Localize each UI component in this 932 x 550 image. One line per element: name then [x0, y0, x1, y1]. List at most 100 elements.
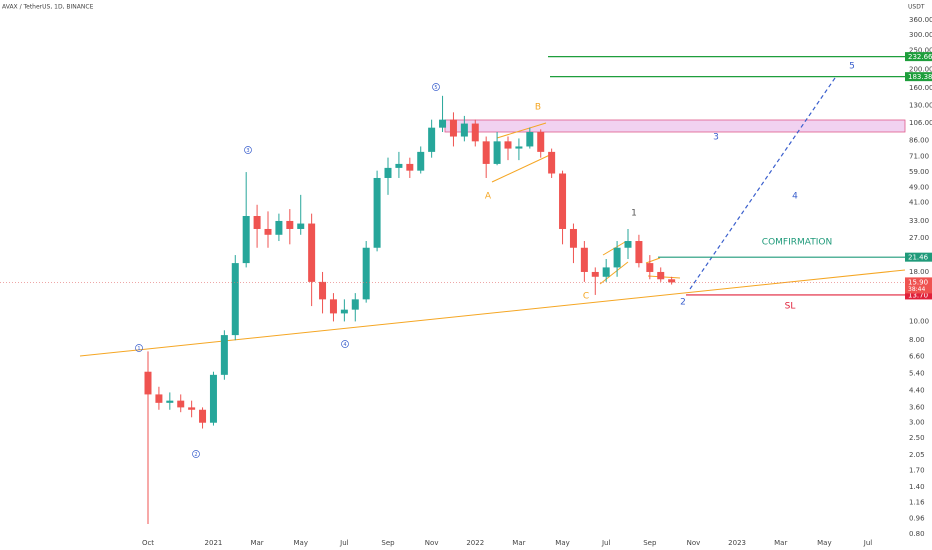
- x-tick-label: Jul: [601, 539, 611, 547]
- x-tick-label: Sep: [381, 539, 395, 547]
- y-tick-label: 59.00: [909, 168, 929, 176]
- last-price-label: 15.90: [908, 278, 928, 286]
- y-tick-label: 130.00: [909, 102, 932, 110]
- y-tick-label: 3.00: [909, 419, 925, 427]
- projection-label: 3: [713, 133, 719, 143]
- x-tick-label: Mar: [250, 539, 263, 547]
- level-label-box: [905, 252, 932, 262]
- level-label: 183.38: [908, 73, 932, 81]
- projection-label: 5: [849, 62, 855, 72]
- confirmation-label: COMFIRMATION: [762, 238, 832, 248]
- candle-body: [657, 271, 665, 280]
- wave-circle: [135, 344, 143, 352]
- chart-title: AVAX / TetherUS, 1D, BINANCE: [2, 4, 94, 11]
- candle-body: [624, 241, 632, 248]
- wave-label: 2: [194, 452, 197, 458]
- x-tick-label: Mar: [774, 539, 787, 547]
- candle-body: [373, 177, 381, 248]
- projection-label: 1: [631, 209, 637, 219]
- y-tick-label: 8.00: [909, 336, 925, 344]
- candle-body: [340, 309, 348, 314]
- wave-circle: [244, 146, 252, 154]
- candle-body: [199, 409, 207, 423]
- wave-circle: [341, 340, 349, 348]
- y-tick-label: 27.00: [909, 234, 929, 242]
- candle-body: [580, 247, 588, 272]
- candle-body: [395, 163, 403, 168]
- x-tick-label: May: [555, 539, 569, 547]
- last-price-box: [905, 277, 932, 294]
- y-tick-label: 1.40: [909, 483, 925, 491]
- trendline: [79, 269, 906, 357]
- x-tick-label: Mar: [512, 539, 525, 547]
- wave-label: 5: [434, 85, 437, 91]
- candle-body: [319, 281, 327, 300]
- candle-body: [297, 223, 305, 229]
- candle-body: [537, 131, 545, 152]
- candle-body: [242, 216, 250, 264]
- y-tick-label: 3.60: [909, 403, 925, 411]
- candle-body: [482, 141, 490, 164]
- candle-body: [526, 131, 534, 147]
- candle-body: [275, 220, 283, 235]
- y-tick-label: 49.00: [909, 184, 929, 192]
- x-tick-label: Nov: [687, 539, 701, 547]
- candle-body: [253, 216, 261, 229]
- y-tick-label: 106.00: [909, 119, 932, 127]
- candle-body: [308, 223, 316, 282]
- y-tick-label: 18.00: [909, 268, 929, 276]
- y-tick-label: 6.60: [909, 352, 925, 360]
- y-tick-label: 2.50: [909, 434, 925, 442]
- y-tick-label: 86.00: [909, 136, 929, 144]
- candle-body: [188, 407, 196, 410]
- x-tick-label: May: [817, 539, 831, 547]
- currency: USDT: [908, 4, 925, 11]
- level-label-box: [905, 290, 932, 300]
- candle-body: [362, 247, 370, 300]
- candle-body: [220, 335, 228, 375]
- candle-body: [166, 400, 174, 403]
- stop-label: SL: [785, 302, 796, 312]
- y-tick-label: 41.00: [909, 199, 929, 207]
- y-tick-label: 71.00: [909, 152, 929, 160]
- candle-body: [144, 371, 152, 395]
- candle-body: [384, 167, 392, 178]
- candle-body: [449, 119, 457, 137]
- candle-body: [569, 228, 577, 248]
- y-tick-label: 5.40: [909, 369, 925, 377]
- candle-body: [602, 267, 610, 277]
- triangle-line: [599, 261, 629, 285]
- x-tick-label: Jul: [863, 539, 873, 547]
- y-tick-label: 200.00: [909, 65, 932, 73]
- candle-body: [613, 247, 621, 268]
- y-tick-label: 33.00: [909, 217, 929, 225]
- correction-label: A: [485, 192, 492, 202]
- y-tick-label: 0.80: [909, 530, 925, 538]
- countdown: 38:44: [908, 286, 925, 293]
- y-tick-label: 360.00: [909, 16, 932, 24]
- candle-body: [515, 146, 523, 149]
- candle-body: [471, 123, 479, 142]
- candle-body: [591, 271, 599, 277]
- candle-body: [635, 241, 643, 264]
- candle-body: [286, 220, 294, 229]
- resistance-zone: [444, 119, 906, 133]
- projection-label: 2: [680, 298, 686, 308]
- y-tick-label: 160.00: [909, 84, 932, 92]
- y-tick-label: 10.00: [909, 317, 929, 325]
- projection-path: [689, 77, 836, 290]
- candle-body: [548, 151, 556, 174]
- x-tick-label: 2023: [728, 539, 746, 547]
- correction-label: C: [583, 292, 589, 302]
- x-tick-label: Sep: [643, 539, 657, 547]
- candle-body: [559, 173, 567, 229]
- projection-label: 4: [792, 192, 798, 202]
- candle-body: [177, 400, 185, 408]
- candle-body: [417, 151, 425, 171]
- candle-body: [209, 374, 217, 423]
- wave-circle: [192, 450, 200, 458]
- level-label-box: [905, 52, 932, 62]
- y-tick-label: 300.00: [909, 31, 932, 39]
- y-tick-label: 1.16: [909, 499, 925, 507]
